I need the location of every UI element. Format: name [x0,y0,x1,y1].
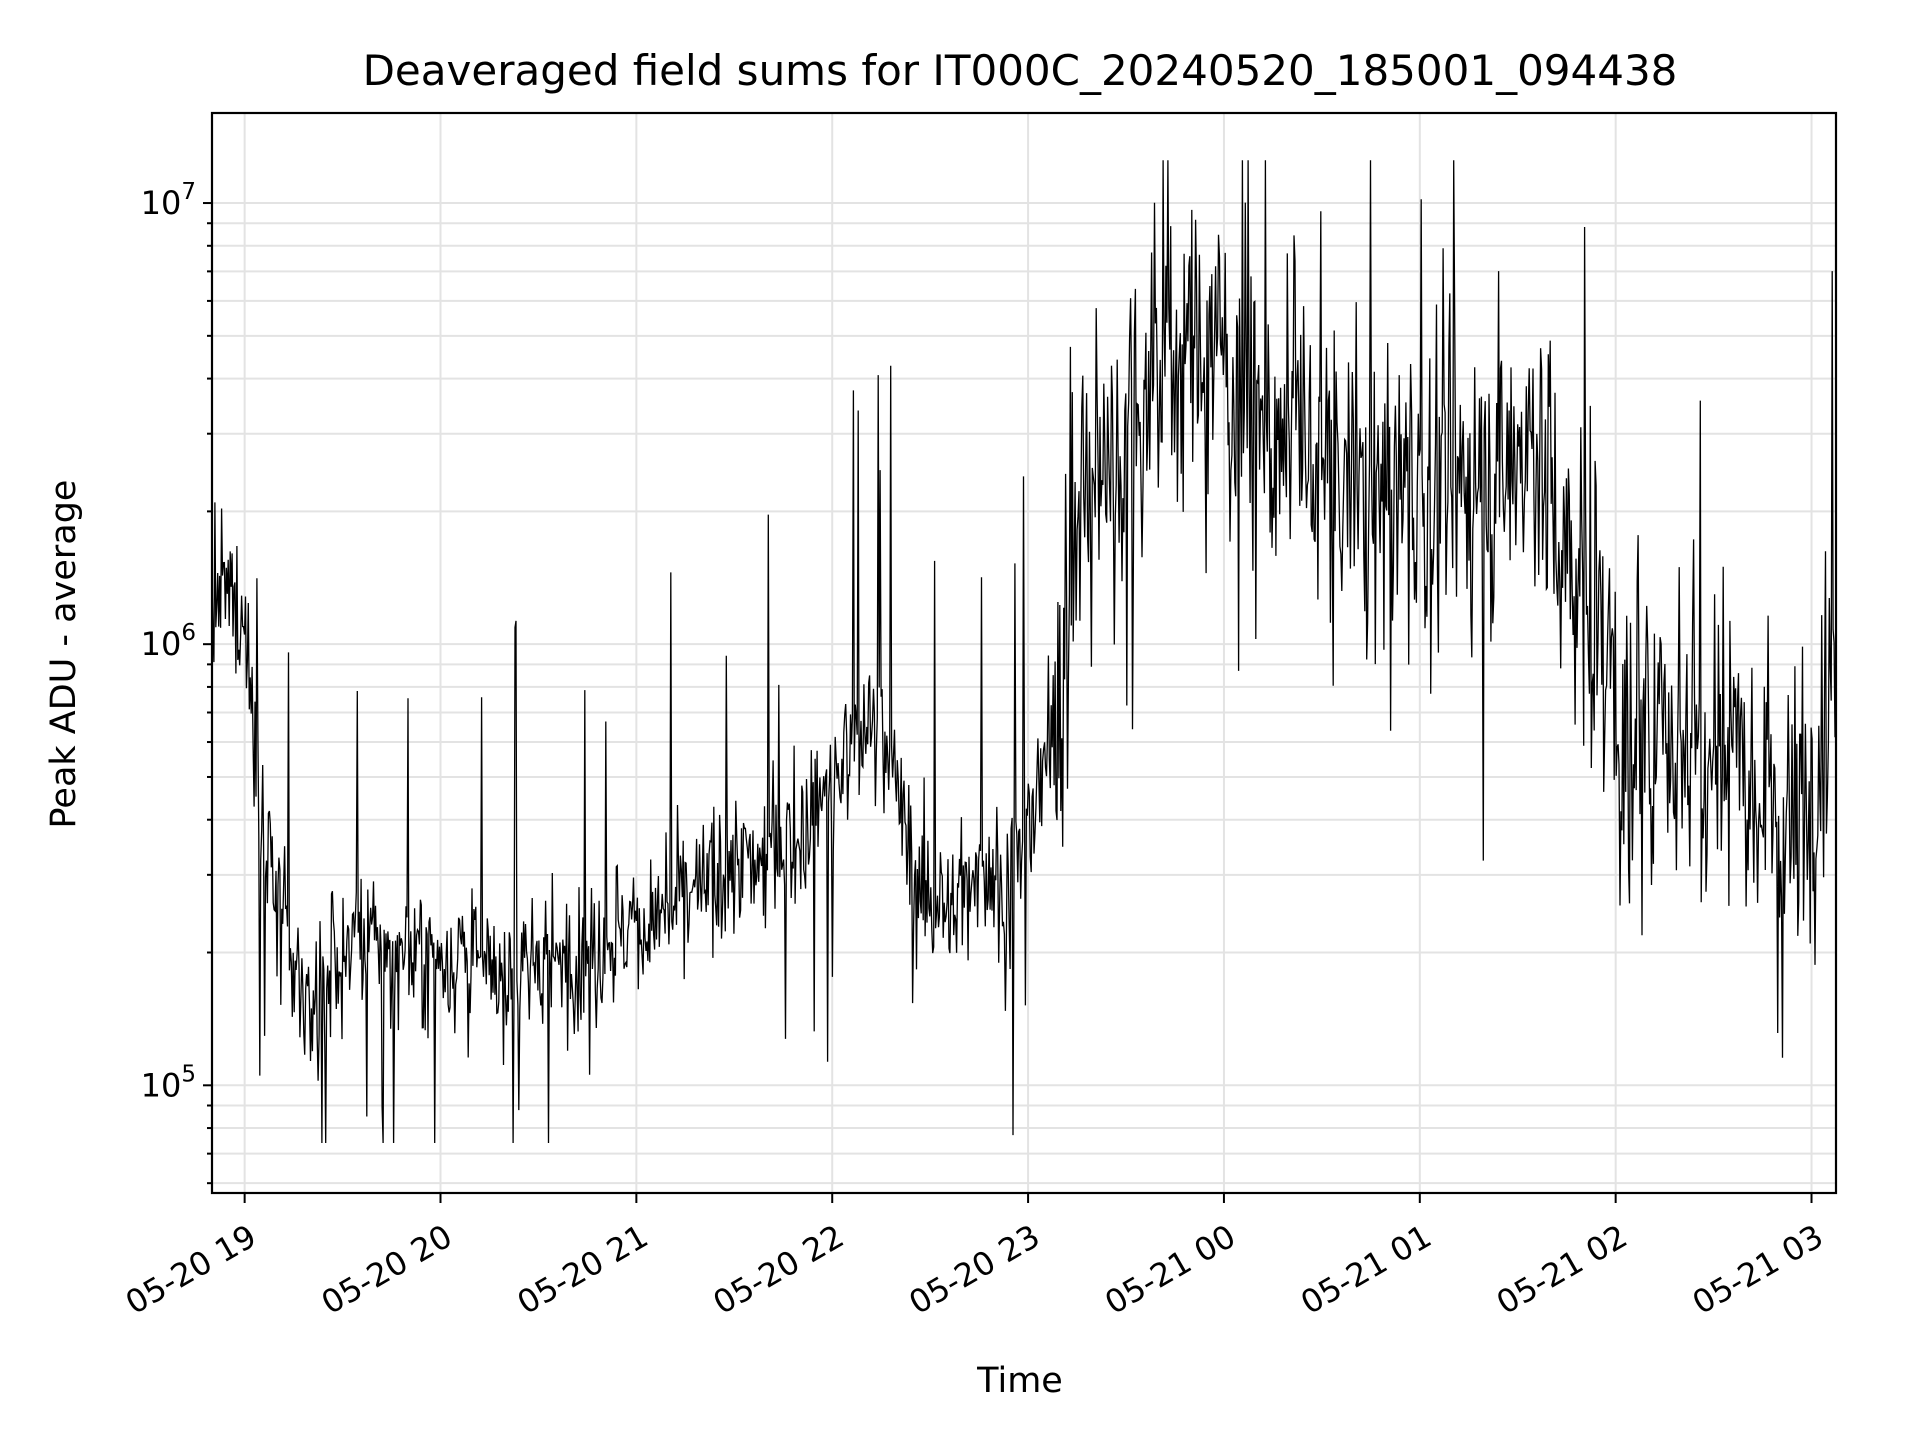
plot-frame [210,111,1838,1195]
series-line [211,160,1837,1144]
y-axis: 105 106 107 [141,179,212,1185]
x-axis-label: Time [976,1361,1063,1401]
y-tick-label: 105 [141,1061,196,1104]
y-axis-label: Peak ADU - average [44,480,84,829]
y-tick-label: 106 [141,620,196,663]
chart-title: Deaveraged field sums for IT000C_2024052… [363,46,1678,95]
y-tick-label: 107 [141,179,196,222]
